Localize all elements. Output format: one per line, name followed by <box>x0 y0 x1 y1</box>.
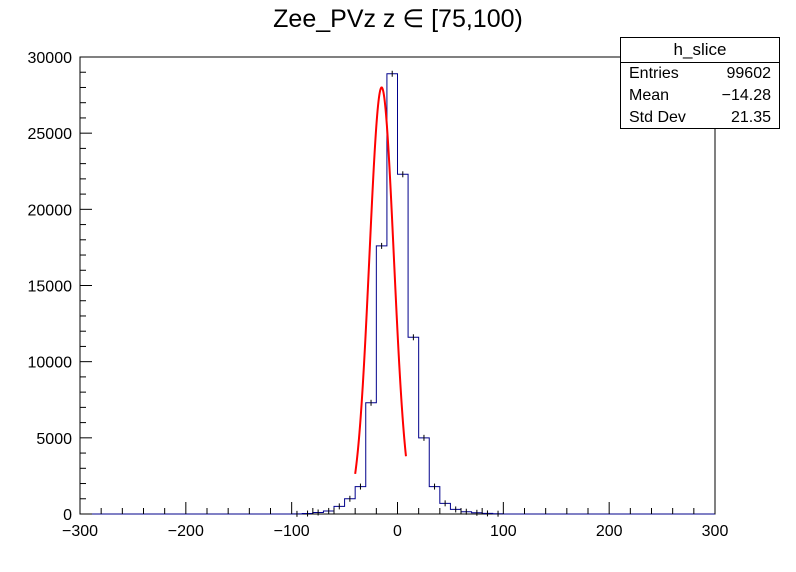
y-tick-label: 25000 <box>28 126 73 143</box>
stats-value-entries: 99602 <box>726 65 772 82</box>
y-tick-label: 5000 <box>36 431 72 448</box>
stats-label-mean: Mean <box>629 87 670 104</box>
y-tick-label: 15000 <box>28 279 73 296</box>
x-tick-label: −100 <box>274 523 310 540</box>
y-tick-label: 20000 <box>28 202 73 219</box>
x-tick-label: −200 <box>168 523 204 540</box>
x-tick-label: −300 <box>62 523 98 540</box>
stats-value-stddev: 21.35 <box>730 109 771 126</box>
x-tick-label: 100 <box>490 523 517 540</box>
stats-label-stddev: Std Dev <box>629 109 686 126</box>
y-tick-label: 0 <box>63 507 72 524</box>
stats-row-stddev: Std Dev 21.35 <box>621 107 779 129</box>
histogram-outline <box>80 73 715 515</box>
y-tick-label: 10000 <box>28 355 73 372</box>
gaussian-fit-curve <box>354 86 407 474</box>
stats-value-mean: −14.28 <box>721 87 771 104</box>
stats-box: h_slice Entries 99602 Mean −14.28 Std De… <box>620 37 780 129</box>
x-tick-label: 0 <box>393 523 402 540</box>
stats-label-entries: Entries <box>629 65 679 82</box>
stats-row-entries: Entries 99602 <box>621 63 779 85</box>
x-tick-label: 300 <box>702 523 729 540</box>
x-tick-label: 200 <box>596 523 623 540</box>
stats-box-title: h_slice <box>621 38 779 63</box>
y-tick-label: 30000 <box>28 50 73 67</box>
chart-title: Zee_PVz z ∈ [75,100) <box>273 5 523 33</box>
stats-row-mean: Mean −14.28 <box>621 85 779 107</box>
